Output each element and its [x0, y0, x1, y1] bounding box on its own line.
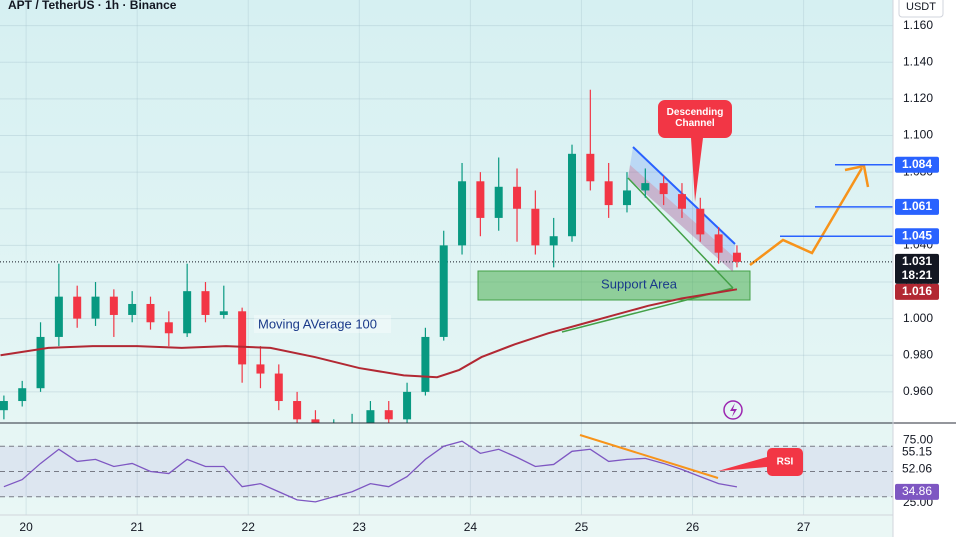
candle-body — [0, 401, 8, 411]
rsi-callout-text: RSI — [777, 457, 794, 468]
rsi-divergence — [579, 434, 719, 479]
candles — [0, 89, 741, 423]
rsi-line — [3, 440, 738, 503]
channel-inner — [628, 165, 733, 272]
candle-body — [54, 296, 63, 337]
x-tick-label: 20 — [19, 520, 33, 534]
moving-average — [0, 288, 738, 379]
target-tag — [895, 156, 939, 173]
rsi-readout: 34.86 — [902, 484, 932, 498]
candle-body — [219, 311, 228, 315]
candle-body — [714, 234, 723, 253]
y-tick-label: 1.100 — [903, 128, 933, 142]
projection-arrow — [749, 167, 864, 266]
rsi-pane — [3, 440, 738, 503]
candle-body — [476, 181, 485, 218]
y-tick-label: 1.000 — [903, 311, 933, 325]
target-value: 1.045 — [902, 228, 932, 242]
candle-body — [293, 401, 302, 420]
candle-body — [641, 183, 650, 191]
candle-body — [73, 296, 82, 319]
alert-icon[interactable] — [723, 400, 743, 420]
x-tick-label: 23 — [353, 520, 367, 534]
rsi-readout: 55.15 — [902, 444, 932, 458]
channel-callout — [658, 100, 732, 202]
target-tag — [895, 228, 939, 245]
x-tick-label: 22 — [242, 520, 256, 534]
candle-body — [513, 186, 522, 209]
rsi-callout — [718, 448, 803, 476]
candle-body — [36, 336, 45, 389]
ma-tag — [895, 283, 939, 300]
candle-body — [659, 183, 668, 195]
target-value: 1.061 — [902, 199, 932, 213]
candle-body — [622, 190, 631, 206]
candle-body — [732, 252, 741, 262]
rsi-readout-tag — [895, 444, 939, 461]
candle-body — [146, 303, 155, 323]
candle-body — [311, 419, 320, 423]
candle-body — [238, 311, 247, 365]
y-tick-label: 0.960 — [903, 384, 933, 398]
rsi-readout-tag — [895, 461, 939, 478]
currency: USDT — [906, 1, 936, 13]
candle-body — [677, 194, 686, 209]
candle-body — [91, 296, 100, 319]
ma-label-box — [254, 315, 391, 333]
candle-body — [201, 291, 210, 315]
candle-body — [18, 388, 27, 402]
channel-callout-text: Descending Channel — [666, 107, 724, 129]
ma-label: Moving AVerage 100 — [258, 316, 377, 331]
target-value: 1.084 — [902, 157, 932, 171]
rsi-readout-tag — [895, 483, 939, 500]
chart-title: APT / TetherUS · 1h · Binance — [8, 0, 177, 12]
candle-body — [568, 153, 577, 237]
countdown: 18:21 — [902, 268, 933, 282]
candle-body — [256, 364, 265, 374]
last-price: 1.031 — [902, 254, 932, 268]
candle-body — [458, 181, 467, 246]
candle-body — [403, 391, 412, 420]
x-tick-label: 27 — [797, 520, 811, 534]
rsi-readout: 52.06 — [902, 462, 932, 476]
candle-body — [586, 153, 595, 182]
y-tick-label: 1.120 — [903, 91, 933, 105]
x-tick-label: 24 — [464, 520, 478, 534]
y-tick-label: 1.160 — [903, 18, 933, 32]
last-price-tag — [895, 253, 939, 284]
candle-body — [494, 186, 503, 218]
candle-body — [164, 322, 173, 334]
target-tag — [895, 198, 939, 215]
support-label: Support Area — [601, 276, 678, 291]
candle-body — [109, 296, 118, 315]
time-axis-background — [0, 515, 893, 537]
y-tick-label: 0.980 — [903, 347, 933, 361]
candle-body — [696, 208, 705, 235]
y-tick-label: 1.140 — [903, 54, 933, 68]
candle-body — [604, 181, 613, 206]
candle-body — [421, 336, 430, 392]
candle-body — [274, 373, 283, 402]
currency-box[interactable] — [898, 0, 944, 18]
candle-body — [549, 236, 558, 246]
ma-value: 1.016 — [902, 284, 932, 298]
candle-body — [128, 303, 137, 315]
candle-body — [439, 245, 448, 337]
candle-body — [366, 410, 375, 423]
candle-body — [384, 410, 393, 420]
x-tick-label: 26 — [686, 520, 700, 534]
candle-body — [183, 291, 192, 334]
alert-icon-bolt — [730, 403, 737, 417]
x-tick-label: 21 — [130, 520, 144, 534]
rsi-tick-label: 75.00 — [903, 432, 933, 446]
candle-body — [531, 208, 540, 246]
arrow-head — [844, 164, 870, 188]
x-tick-label: 25 — [575, 520, 589, 534]
